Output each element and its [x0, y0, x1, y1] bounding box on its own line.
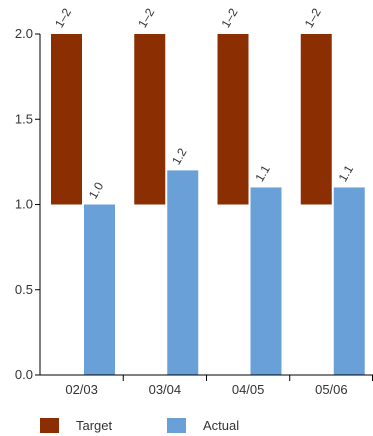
x-tick-label: 02/03	[65, 382, 98, 397]
x-tick-label: 03/04	[149, 382, 182, 397]
x-tick-label: 04/05	[232, 382, 265, 397]
actual-bar	[84, 204, 115, 375]
actual-bar	[250, 187, 282, 375]
actual-data-label: 1.2	[169, 145, 190, 167]
legend: Target Actual	[40, 418, 239, 433]
actual-data-label: 1.1	[336, 162, 357, 184]
x-axis: 02/03 03/04 04/05 05/06	[40, 374, 373, 397]
actual-bar	[167, 170, 199, 375]
target-bar	[217, 34, 249, 205]
y-axis: 0.0 0.5 1.0 1.5 2.0	[15, 26, 41, 382]
y-tick-label: 0.0	[15, 367, 33, 382]
bars: 1–2 1.0 1–2 1.2 1–2 1.1 1–2 1.1	[51, 6, 365, 375]
target-bar	[134, 34, 166, 205]
x-tick-label: 05/06	[315, 382, 348, 397]
y-tick-label: 2.0	[15, 26, 33, 41]
actual-data-label: 1.1	[252, 162, 273, 184]
target-data-label: 1–2	[218, 6, 240, 31]
legend-label: Target	[76, 418, 113, 433]
target-bar	[51, 34, 82, 205]
target-bar	[300, 34, 332, 205]
y-tick-label: 0.5	[15, 282, 33, 297]
target-data-label: 1–2	[52, 6, 74, 31]
actual-data-label: 1.0	[86, 179, 107, 201]
y-tick-label: 1.5	[15, 111, 33, 126]
target-data-label: 1–2	[302, 6, 324, 31]
actual-bar	[333, 187, 365, 375]
target-data-label: 1–2	[135, 6, 157, 31]
legend-label: Actual	[203, 418, 239, 433]
legend-swatch	[40, 418, 59, 433]
legend-swatch	[167, 418, 186, 433]
y-tick-label: 1.0	[15, 197, 33, 212]
